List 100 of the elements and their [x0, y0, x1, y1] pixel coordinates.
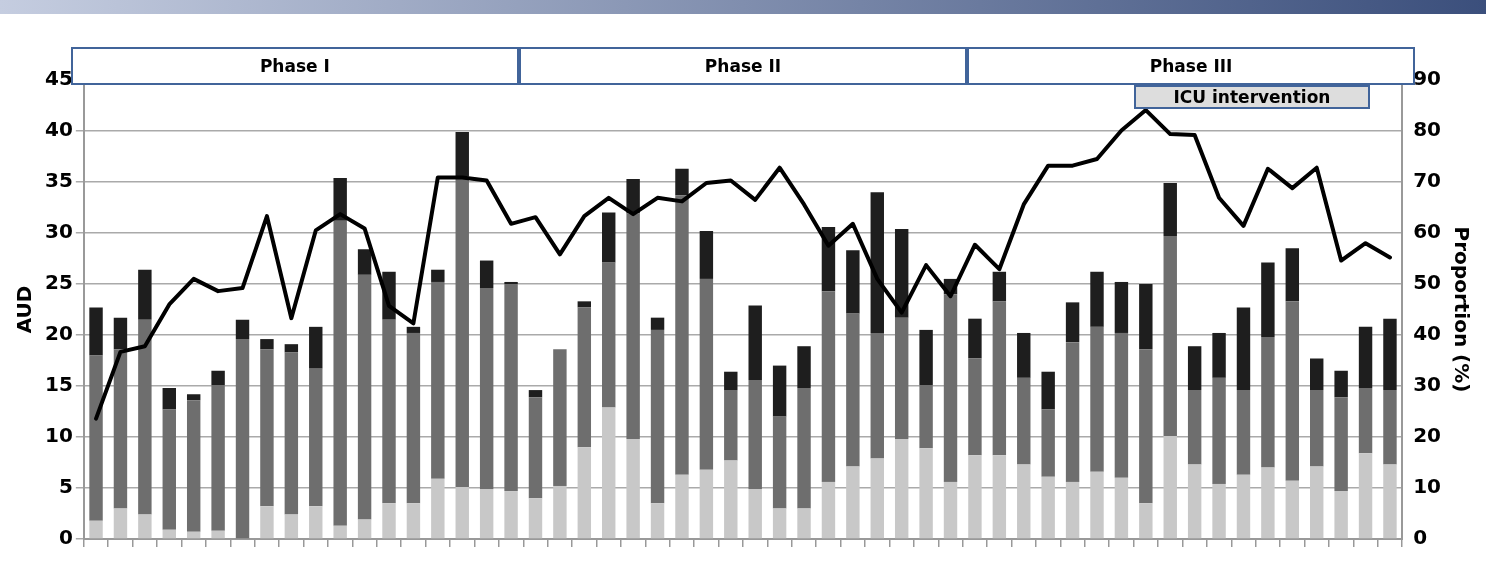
bar	[870, 332, 884, 459]
bar	[431, 269, 445, 282]
bar	[919, 384, 933, 449]
bar	[1114, 281, 1129, 333]
bar	[943, 294, 958, 482]
bar	[1383, 390, 1397, 465]
bar	[1163, 236, 1177, 436]
bar	[1334, 491, 1348, 539]
bar	[919, 448, 933, 539]
bar	[333, 525, 347, 539]
bar	[89, 520, 103, 539]
bar	[821, 291, 836, 482]
intervention-label: ICU intervention	[1134, 85, 1370, 109]
bar	[260, 349, 274, 507]
bar	[211, 384, 225, 531]
bar	[406, 332, 421, 504]
bar	[162, 529, 176, 539]
bar	[675, 168, 689, 196]
bar	[748, 379, 762, 490]
bar	[1358, 453, 1373, 539]
bar	[431, 478, 445, 539]
bar	[1187, 390, 1202, 465]
bar	[846, 250, 860, 314]
bar	[431, 281, 445, 479]
bar	[968, 358, 982, 456]
y-tick-label: 25	[44, 270, 73, 295]
bar	[504, 284, 518, 492]
bar	[528, 390, 543, 398]
bar	[650, 503, 665, 539]
bar	[894, 439, 909, 539]
y-axis-title: AUD	[12, 285, 37, 334]
bar	[797, 346, 811, 389]
bar	[1090, 326, 1104, 472]
bar	[1114, 477, 1129, 539]
bar	[992, 271, 1007, 302]
bar	[235, 319, 250, 340]
bar	[309, 326, 323, 369]
bar	[870, 192, 884, 333]
bar	[846, 313, 860, 467]
bar	[455, 132, 469, 176]
bar	[1236, 390, 1251, 475]
bar	[211, 530, 225, 539]
bar	[479, 260, 494, 289]
bar	[1041, 476, 1055, 539]
bar	[528, 498, 543, 539]
bar	[1114, 332, 1129, 478]
bar	[260, 506, 274, 539]
bar	[138, 269, 152, 320]
phase-header: Phase II	[518, 47, 968, 85]
bar	[1090, 271, 1104, 327]
bar	[113, 317, 128, 350]
y-tick-label: 30	[44, 219, 73, 244]
y2-tick-label: 10	[1413, 474, 1442, 499]
bar	[1139, 349, 1153, 504]
bar	[1310, 390, 1324, 467]
y2-axis-title: Proportion (%)	[1449, 226, 1474, 393]
y2-tick-label: 0	[1413, 525, 1428, 550]
bar	[162, 409, 176, 530]
bar	[504, 281, 518, 284]
bar	[553, 485, 567, 539]
bar	[577, 447, 592, 539]
bar	[650, 317, 665, 330]
bar	[1285, 480, 1300, 539]
bar	[138, 514, 152, 539]
bar	[943, 481, 958, 539]
bar	[309, 506, 323, 539]
bar	[284, 352, 299, 515]
bar	[1090, 471, 1104, 539]
bar	[1163, 183, 1177, 237]
y2-tick-label: 20	[1413, 423, 1442, 448]
bar	[1041, 409, 1055, 477]
bar	[602, 212, 616, 263]
bar	[1383, 464, 1397, 539]
bar	[1383, 318, 1397, 391]
bar	[504, 491, 518, 539]
y2-tick-label: 30	[1413, 372, 1442, 397]
bar	[479, 489, 494, 539]
bar	[1212, 483, 1226, 539]
bar	[1358, 388, 1373, 454]
y2-tick-label: 80	[1413, 117, 1442, 142]
bar	[894, 317, 909, 440]
bar	[699, 230, 714, 279]
bar	[1065, 342, 1080, 482]
bar	[1139, 503, 1153, 539]
bar	[1017, 377, 1031, 465]
bar	[1187, 464, 1202, 539]
y-tick-label: 35	[44, 168, 73, 193]
bar	[528, 397, 543, 499]
y2-tick-label: 90	[1413, 66, 1442, 91]
bar	[699, 469, 714, 539]
bar	[1017, 332, 1031, 378]
bar	[724, 390, 738, 461]
bar	[333, 220, 347, 526]
bar	[113, 349, 128, 509]
bar	[382, 503, 396, 539]
bar	[772, 365, 787, 417]
bar	[1065, 302, 1080, 343]
bar	[89, 355, 103, 521]
bar	[1212, 332, 1226, 378]
y-tick-label: 0	[58, 525, 73, 550]
